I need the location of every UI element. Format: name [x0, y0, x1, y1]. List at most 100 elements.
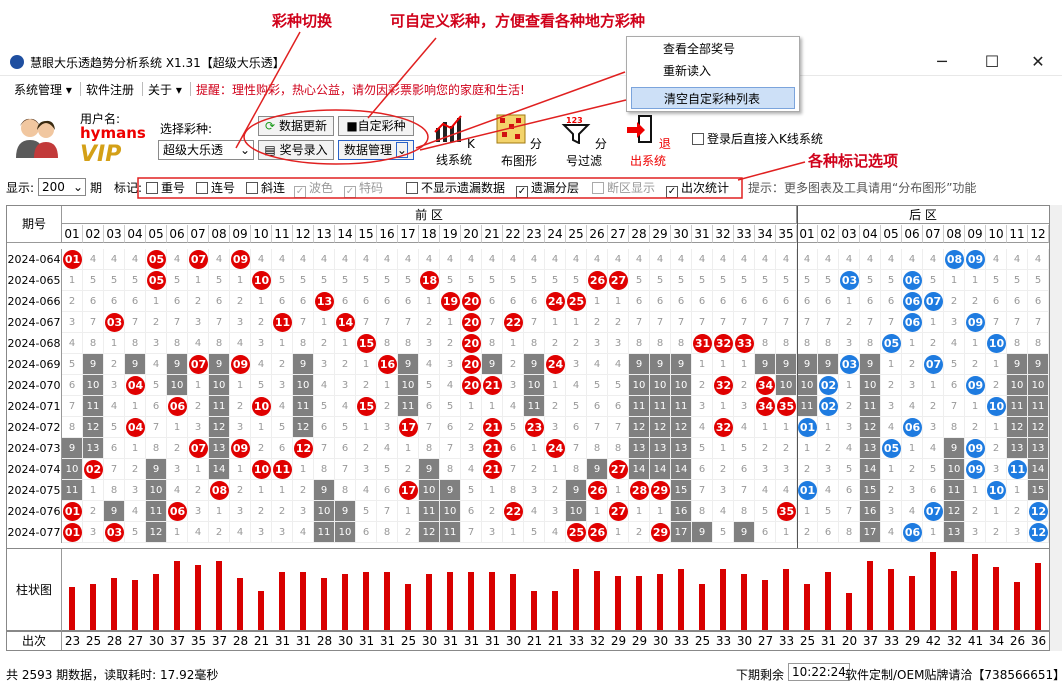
custom-lottery-button[interactable]: ■自定彩种 [338, 116, 414, 136]
missing-cell: 10 [1028, 375, 1049, 396]
distribution-button[interactable]: 分布图形 [494, 114, 544, 169]
missing-cell: 1 [566, 312, 587, 333]
row-period: 2024-069 [7, 354, 62, 375]
status-next-label: 下期剩余 [736, 668, 785, 682]
missing-cell: 4 [419, 354, 440, 375]
missing-cell: 3 [524, 480, 545, 501]
number-ball: 10 [987, 334, 1006, 353]
count-value: 36 [1030, 634, 1047, 648]
menu-register[interactable]: 软件注册 [86, 83, 135, 97]
missing-cell: 1 [545, 312, 566, 333]
missing-cell: 1 [713, 438, 734, 459]
missing-cell: 3 [377, 417, 398, 438]
missing-cell: 8 [146, 438, 167, 459]
missing-cell: 8 [125, 333, 146, 354]
missing-cell: 1 [461, 396, 482, 417]
missing-cell: 11 [314, 522, 335, 543]
count-value: 31 [379, 634, 396, 648]
opt-consecutive[interactable]: 连号 [196, 179, 235, 196]
missing-cell: 11 [293, 396, 314, 417]
missing-cell: 7 [419, 417, 440, 438]
missing-cell: 6 [755, 522, 776, 543]
maximize-button[interactable]: ☐ [984, 52, 1000, 71]
number-ball: 11 [1008, 460, 1027, 479]
missing-cell: 5 [377, 459, 398, 480]
distribution-icon [496, 114, 526, 144]
opt-zone-display[interactable]: 断区显示 [592, 179, 655, 196]
close-button[interactable]: ✕ [1031, 52, 1045, 71]
hit-cell: 26 [587, 270, 608, 291]
missing-cell: 4 [482, 249, 503, 270]
count-bar [1035, 563, 1041, 630]
menu-item-reload[interactable]: 重新读入 [663, 64, 712, 78]
menu-system[interactable]: 系统管理 ▾ [14, 83, 72, 97]
missing-cell: 6 [272, 438, 293, 459]
filter-button[interactable]: 123 分号过滤 [558, 114, 610, 169]
missing-cell: 16 [671, 501, 692, 522]
login-kline-checkbox[interactable]: 登录后直接入K线系统 [692, 130, 823, 147]
opt-wave-color[interactable]: ✓ 波色 [294, 181, 334, 198]
show-count-select[interactable]: 200 ⌄ [38, 178, 86, 196]
lottery-select[interactable]: 超级大乐透 ⌄ [158, 140, 254, 160]
opt-special[interactable]: ✓ 特码 [344, 181, 384, 198]
missing-cell: 6 [881, 291, 902, 312]
missing-cell: 3 [482, 522, 503, 543]
number-ball: 02 [84, 460, 103, 479]
missing-cell: 1 [965, 480, 986, 501]
number-ball: 09 [966, 250, 985, 269]
number-entry-button[interactable]: ▤ 奖号录入 [258, 140, 334, 160]
hit-cell: 04 [125, 375, 146, 396]
missing-cell: 1 [125, 438, 146, 459]
missing-cell: 2 [881, 375, 902, 396]
bar-chart-label: 柱状图 [7, 549, 62, 631]
missing-cell: 2 [230, 396, 251, 417]
data-manage-button[interactable]: 数据管理 ⌄ [338, 140, 414, 160]
missing-cell: 4 [902, 501, 923, 522]
row-period: 2024-075 [7, 480, 62, 501]
missing-cell: 5 [671, 270, 692, 291]
missing-cell: 2 [62, 291, 83, 312]
front-num-header: 29 [650, 225, 671, 243]
front-num-header: 27 [608, 225, 629, 243]
vertical-scrollbar[interactable] [1050, 205, 1062, 651]
missing-cell: 7 [146, 417, 167, 438]
number-ball: 09 [231, 250, 250, 269]
users-icon [16, 118, 58, 158]
menu-about[interactable]: 关于 ▾ [148, 83, 182, 97]
count-value: 27 [127, 634, 144, 648]
missing-cell: 13 [650, 438, 671, 459]
opt-diagonal[interactable]: 斜连 [246, 179, 285, 196]
opt-repeat[interactable]: 重号 [146, 179, 185, 196]
missing-cell: 6 [629, 291, 650, 312]
opt-missing-layer[interactable]: ✓ 遗漏分层 [516, 181, 580, 198]
menu-item-view-all[interactable]: 查看全部奖号 [663, 42, 736, 56]
missing-cell: 5 [314, 270, 335, 291]
missing-cell: 5 [944, 354, 965, 375]
missing-cell: 8 [482, 333, 503, 354]
missing-cell: 6 [503, 291, 524, 312]
kline-button[interactable]: K线系统 [432, 114, 476, 168]
opt-hide-missing[interactable]: 不显示遗漏数据 [406, 179, 505, 196]
missing-cell: 10 [209, 375, 230, 396]
missing-cell: 7 [83, 312, 104, 333]
minimize-button[interactable]: ─ [937, 52, 947, 71]
missing-cell: 10 [776, 375, 797, 396]
front-num-header: 30 [671, 225, 692, 243]
missing-cell: 4 [167, 249, 188, 270]
data-update-button[interactable]: ⟳ 数据更新 [258, 116, 334, 136]
menu-item-clear-custom[interactable]: 清空自定彩种列表 [631, 87, 795, 109]
missing-cell: 7 [293, 312, 314, 333]
missing-cell: 4 [146, 354, 167, 375]
exit-button[interactable]: 退出系统 [622, 114, 674, 169]
missing-cell: 9 [776, 354, 797, 375]
count-bar [237, 578, 243, 630]
count-bar [825, 572, 831, 630]
missing-cell: 7 [650, 312, 671, 333]
opt-count-stats[interactable]: ✓ 出次统计 [666, 181, 730, 198]
hit-cell: 34 [755, 375, 776, 396]
missing-cell: 3 [419, 333, 440, 354]
missing-cell: 1 [230, 270, 251, 291]
missing-cell: 1 [503, 522, 524, 543]
count-value: 28 [106, 634, 123, 648]
missing-cell: 5 [503, 270, 524, 291]
